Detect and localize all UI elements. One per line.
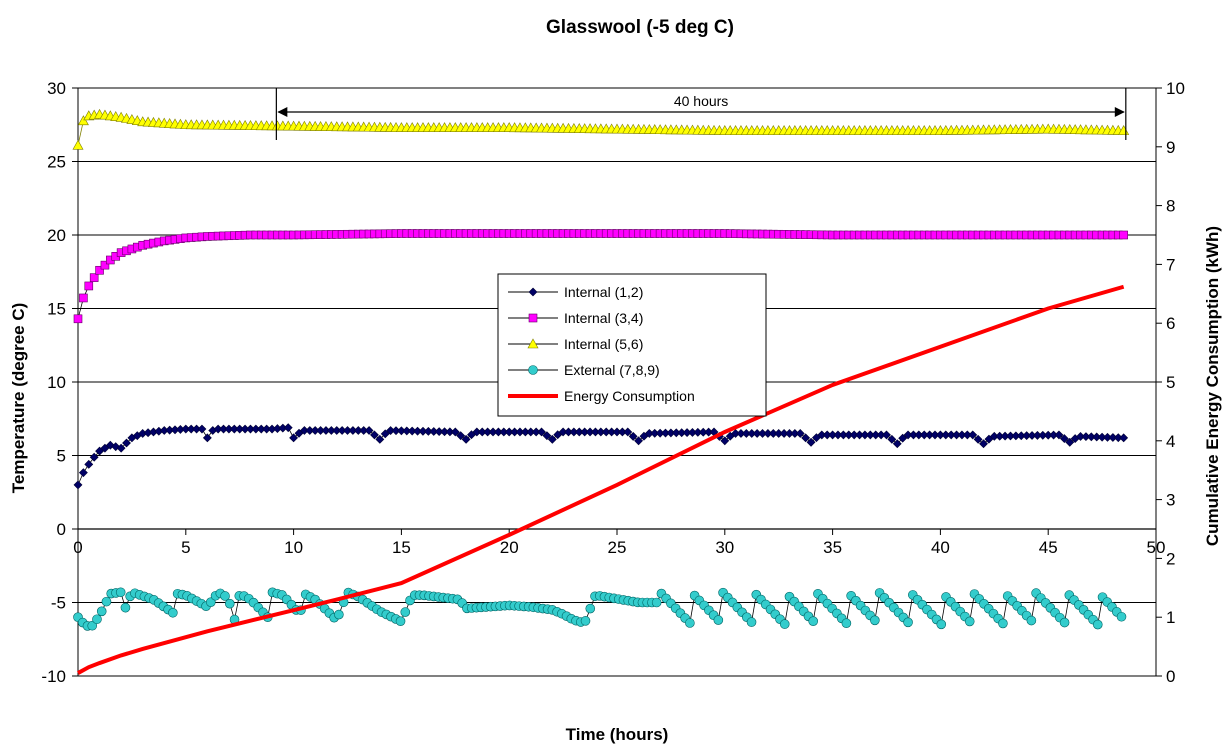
chart-title: Glasswool (-5 deg C) — [546, 17, 734, 38]
y2-tick-label: 9 — [1166, 138, 1175, 157]
data-point — [90, 274, 98, 282]
x-tick-label: 10 — [284, 538, 303, 557]
y-tick-label: 5 — [57, 447, 66, 466]
data-point — [79, 294, 87, 302]
y-tick-label: 20 — [47, 226, 66, 245]
legend-label: Internal (5,6) — [564, 336, 643, 352]
x-tick-label: 30 — [715, 538, 734, 557]
y-tick-label: -5 — [51, 594, 66, 613]
data-point — [284, 424, 292, 432]
legend-swatch-marker — [529, 366, 538, 375]
y2-axis-label: Cumulative Energy Consumption (kWh) — [1203, 226, 1222, 546]
data-point — [870, 616, 879, 625]
data-point — [1027, 616, 1036, 625]
y2-tick-label: 3 — [1166, 491, 1175, 510]
y2-tick-label: 5 — [1166, 373, 1175, 392]
x-tick-label: 25 — [608, 538, 627, 557]
x-tick-label: 15 — [392, 538, 411, 557]
data-point — [102, 597, 111, 606]
data-point — [1060, 618, 1069, 627]
x-tick-label: 45 — [1039, 538, 1058, 557]
data-point — [780, 620, 789, 629]
y-tick-label: 25 — [47, 153, 66, 172]
data-point — [225, 599, 234, 608]
data-point — [396, 617, 405, 626]
data-point — [842, 619, 851, 628]
legend-label: External (7,8,9) — [564, 362, 660, 378]
y2-tick-label: 8 — [1166, 197, 1175, 216]
data-point — [121, 603, 130, 612]
annotation-arrowhead-right — [1115, 107, 1125, 117]
y2-tick-label: 1 — [1166, 608, 1175, 627]
data-point — [73, 140, 83, 149]
data-point — [74, 315, 82, 323]
y-tick-label: 0 — [57, 520, 66, 539]
data-point — [85, 460, 93, 468]
data-point — [937, 620, 946, 629]
data-point — [92, 615, 101, 624]
x-tick-label: 5 — [181, 538, 190, 557]
x-tick-label: 20 — [500, 538, 519, 557]
data-point — [116, 588, 125, 597]
legend-swatch-marker — [529, 314, 537, 322]
legend-label: Energy Consumption — [564, 388, 695, 404]
y-tick-label: 15 — [47, 300, 66, 319]
data-point — [685, 618, 694, 627]
data-point — [97, 607, 106, 616]
data-point — [221, 591, 230, 600]
series-0 — [74, 424, 1128, 489]
data-point — [965, 617, 974, 626]
y2-tick-label: 10 — [1166, 79, 1185, 98]
data-point — [334, 610, 343, 619]
data-point — [1117, 612, 1126, 621]
data-point — [904, 618, 913, 627]
y2-tick-label: 6 — [1166, 314, 1175, 333]
y2-tick-label: 7 — [1166, 255, 1175, 274]
x-tick-label: 35 — [823, 538, 842, 557]
y-tick-label: -10 — [41, 667, 66, 686]
data-point — [747, 618, 756, 627]
data-point — [586, 604, 595, 613]
y-axis-label: Temperature (degree C) — [9, 303, 28, 494]
data-point — [203, 434, 211, 442]
data-point — [168, 608, 177, 617]
x-tick-label: 50 — [1147, 538, 1166, 557]
data-point — [809, 617, 818, 626]
x-tick-label: 40 — [931, 538, 950, 557]
data-point — [998, 619, 1007, 628]
y2-tick-label: 4 — [1166, 432, 1175, 451]
chart-legend: Internal (1,2) Internal (3,4) Internal (5,… — [498, 274, 766, 416]
y-tick-label: 30 — [47, 79, 66, 98]
x-tick-label: 0 — [73, 538, 82, 557]
data-point — [1093, 620, 1102, 629]
data-point — [85, 282, 93, 290]
x-axis-label: Time (hours) — [566, 725, 669, 744]
data-point — [1120, 231, 1128, 239]
y2-tick-label: 2 — [1166, 549, 1175, 568]
y2-tick-label: 0 — [1166, 667, 1175, 686]
legend-label: Internal (3,4) — [564, 310, 643, 326]
legend-label: Internal (1,2) — [564, 284, 643, 300]
annotation-arrowhead-left — [277, 107, 287, 117]
data-point — [581, 616, 590, 625]
y-tick-label: 10 — [47, 373, 66, 392]
data-point — [198, 425, 206, 433]
data-point — [652, 598, 661, 607]
data-point — [1120, 434, 1128, 442]
data-point — [401, 608, 410, 617]
series-2 — [73, 109, 1129, 149]
data-point — [714, 616, 723, 625]
annotation-text: 40 hours — [674, 93, 728, 109]
data-point — [74, 481, 82, 489]
data-point — [79, 469, 87, 477]
